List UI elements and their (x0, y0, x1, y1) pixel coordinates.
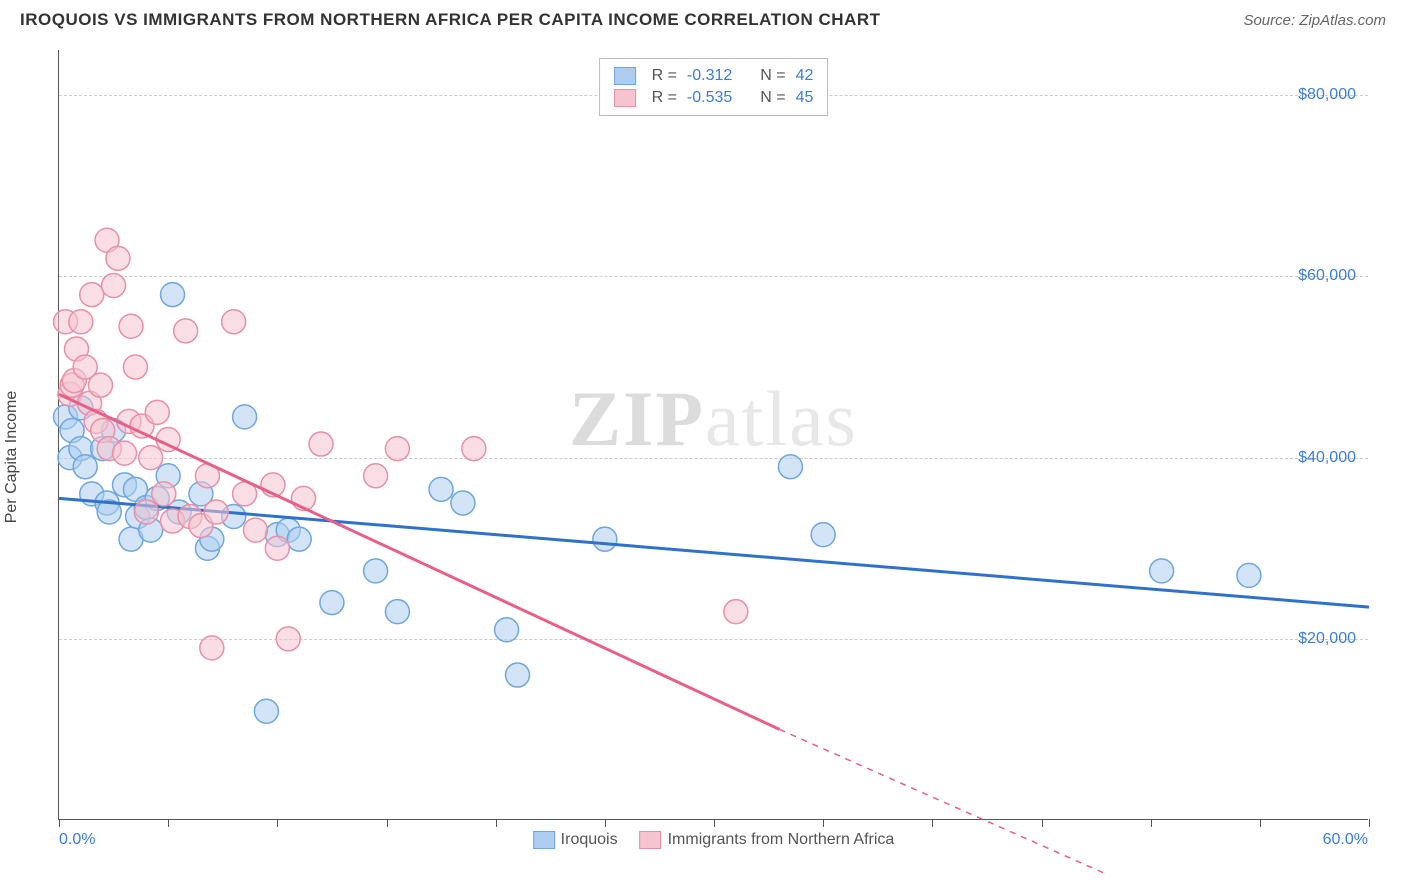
data-point (811, 523, 835, 547)
data-point (161, 283, 185, 307)
legend-swatch (614, 89, 636, 107)
data-point (364, 559, 388, 583)
data-point (320, 591, 344, 615)
data-point (385, 600, 409, 624)
chart-title: IROQUOIS VS IMMIGRANTS FROM NORTHERN AFR… (20, 10, 881, 30)
data-point (1150, 559, 1174, 583)
data-point (106, 246, 130, 270)
legend-swatch (533, 831, 555, 849)
data-point (222, 310, 246, 334)
x-tick (1151, 819, 1152, 827)
n-label: N = (760, 67, 785, 85)
legend-item: Iroquois (533, 831, 618, 849)
data-point (102, 274, 126, 298)
x-tick (605, 819, 606, 827)
x-tick (932, 819, 933, 827)
data-point (462, 437, 486, 461)
data-point (309, 432, 333, 456)
x-tick (1369, 819, 1370, 827)
data-point (254, 699, 278, 723)
data-point (385, 437, 409, 461)
data-point (1237, 563, 1261, 587)
n-label: N = (760, 89, 785, 107)
data-point (200, 636, 224, 660)
data-point (123, 355, 147, 379)
r-label: R = (652, 67, 677, 85)
data-point (287, 527, 311, 551)
x-max-label: 60.0% (1323, 831, 1368, 849)
x-tick (1260, 819, 1261, 827)
data-point (88, 373, 112, 397)
data-point (80, 283, 104, 307)
x-min-label: 0.0% (59, 831, 95, 849)
data-point (265, 536, 289, 560)
x-tick (59, 819, 60, 827)
chart-container: Per Capita Income ZIPatlas R =-0.312N =4… (20, 42, 1386, 872)
r-value: -0.535 (687, 89, 732, 107)
source-label: Source: ZipAtlas.com (1243, 12, 1386, 29)
data-point (73, 455, 97, 479)
trend-line-extrapolated (780, 729, 1108, 874)
data-point (233, 405, 257, 429)
r-value: -0.312 (687, 67, 732, 85)
trend-line (59, 394, 780, 729)
n-value: 42 (796, 67, 814, 85)
stats-row: R = -0.312 N = 42 (614, 65, 814, 87)
x-tick (387, 819, 388, 827)
data-point (451, 491, 475, 515)
data-point (69, 310, 93, 334)
data-point (145, 400, 169, 424)
plot-area: ZIPatlas R =-0.312N =42R =-0.535N =45 0.… (58, 50, 1368, 820)
data-point (276, 627, 300, 651)
title-bar: IROQUOIS VS IMMIGRANTS FROM NORTHERN AFR… (0, 0, 1406, 36)
data-point (593, 527, 617, 551)
x-tick (823, 819, 824, 827)
y-axis-label: Per Capita Income (3, 391, 21, 524)
data-point (119, 314, 143, 338)
stats-row: R = -0.535 N = 45 (614, 87, 814, 109)
data-point (152, 482, 176, 506)
data-point (429, 477, 453, 501)
data-point (364, 464, 388, 488)
x-tick (1042, 819, 1043, 827)
data-point (724, 600, 748, 624)
data-point (506, 663, 530, 687)
data-point (113, 441, 137, 465)
data-point (174, 319, 198, 343)
x-tick (496, 819, 497, 827)
data-point (204, 500, 228, 524)
bottom-legend: Iroquois Immigrants from Northern Africa (533, 831, 895, 849)
data-point (139, 446, 163, 470)
legend-swatch (614, 67, 636, 85)
data-point (244, 518, 268, 542)
n-value: 45 (796, 89, 814, 107)
trend-line (59, 498, 1369, 607)
data-point (495, 618, 519, 642)
x-tick (277, 819, 278, 827)
r-label: R = (652, 89, 677, 107)
data-point (778, 455, 802, 479)
x-tick (168, 819, 169, 827)
legend-swatch (640, 831, 662, 849)
legend-label: Iroquois (561, 831, 618, 848)
stats-legend-box: R = -0.312 N = 42 R = -0.535 N = 45 (599, 58, 829, 116)
x-tick (714, 819, 715, 827)
legend-item: Immigrants from Northern Africa (640, 831, 895, 849)
data-point (134, 500, 158, 524)
scatter-svg (59, 50, 1369, 820)
legend-label: Immigrants from Northern Africa (668, 831, 895, 848)
